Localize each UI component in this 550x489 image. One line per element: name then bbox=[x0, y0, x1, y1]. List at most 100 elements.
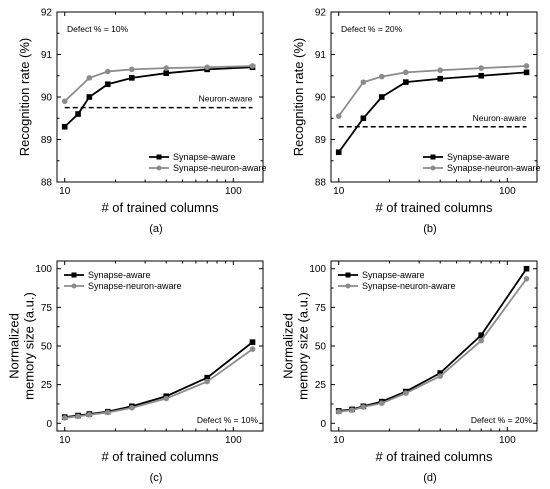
legend-marker bbox=[345, 283, 351, 289]
data-point-circle bbox=[86, 75, 93, 81]
data-point-circle bbox=[75, 413, 81, 420]
chart-panel-1: 88 89 90 91 92 10 100 # of trained columns Recog… bbox=[17, 8, 267, 236]
y-tick-label: 89 bbox=[41, 135, 53, 146]
defect-annotation: Defect % = 10% bbox=[197, 415, 259, 425]
data-point-circle bbox=[204, 64, 210, 71]
defect-annotation: Defect % = 20% bbox=[341, 24, 403, 34]
data-point-circle bbox=[349, 407, 355, 413]
legend-marker bbox=[430, 154, 436, 160]
y-tick-label: 50 bbox=[315, 342, 327, 353]
series-synapse-aware bbox=[335, 69, 530, 156]
data-point-circle bbox=[403, 390, 409, 396]
data-point-square bbox=[129, 75, 135, 81]
y-axis-label-line: Normalized bbox=[6, 313, 21, 379]
x-axis-label: # of trained columns bbox=[375, 449, 493, 464]
legend-marker bbox=[156, 165, 162, 171]
data-point-circle bbox=[61, 98, 68, 105]
legend-marker bbox=[71, 272, 77, 278]
y-tick-label: 0 bbox=[320, 419, 326, 430]
data-point-circle bbox=[378, 73, 385, 80]
data-point-circle bbox=[104, 68, 111, 75]
series-synapse-aware bbox=[61, 339, 256, 420]
data-point-circle bbox=[86, 411, 93, 418]
data-point-square bbox=[437, 75, 444, 82]
y-tick-label: 90 bbox=[315, 93, 327, 104]
y-axis-label-line: memory size (a.u.) bbox=[295, 292, 310, 400]
data-point-square bbox=[403, 79, 409, 85]
series-synapse-neuron-aware bbox=[61, 63, 256, 105]
y-tick-label: 89 bbox=[315, 135, 327, 146]
data-point-circle bbox=[204, 378, 210, 385]
panel-caption: (c) bbox=[150, 472, 163, 484]
x-axis-label: # of trained columns bbox=[375, 200, 493, 215]
series-synapse-neuron-aware bbox=[335, 275, 530, 415]
x-tick-label: 10 bbox=[333, 435, 345, 446]
data-point-square bbox=[360, 115, 367, 122]
legend-label: Synapse-aware bbox=[447, 152, 510, 162]
data-point-square bbox=[75, 111, 81, 117]
x-tick-label: 10 bbox=[59, 435, 71, 446]
y-tick-label: 88 bbox=[41, 178, 53, 189]
legend-marker bbox=[71, 283, 77, 289]
data-point-circle bbox=[360, 79, 367, 85]
legend-label: Synapse-aware bbox=[362, 270, 425, 280]
x-tick-label: 100 bbox=[225, 186, 242, 197]
data-point-circle bbox=[437, 373, 444, 379]
x-tick-label: 10 bbox=[333, 186, 345, 197]
x-axis-label: # of trained columns bbox=[101, 449, 219, 464]
data-point-circle bbox=[478, 337, 484, 344]
legend-marker bbox=[430, 165, 436, 171]
x-tick-label: 100 bbox=[499, 435, 516, 446]
data-point-circle bbox=[335, 408, 342, 415]
legend-label: Synapse-aware bbox=[88, 270, 151, 280]
legend-label: Synapse-neuron-aware bbox=[447, 163, 541, 173]
x-axis-label: # of trained columns bbox=[101, 200, 219, 215]
legend-marker bbox=[345, 272, 351, 278]
data-point-circle bbox=[335, 113, 342, 119]
defect-annotation: Defect % = 20% bbox=[471, 415, 533, 425]
neuron-aware-label: Neuron-aware bbox=[473, 113, 527, 123]
y-tick-label: 25 bbox=[41, 380, 53, 391]
data-point-square bbox=[61, 123, 68, 130]
y-tick-label: 88 bbox=[315, 178, 327, 189]
data-point-square bbox=[437, 370, 444, 376]
data-point-square bbox=[378, 94, 385, 100]
data-point-square bbox=[523, 69, 530, 76]
y-tick-label: 0 bbox=[46, 419, 52, 430]
series-line bbox=[337, 65, 527, 117]
y-tick-label: 92 bbox=[315, 8, 327, 19]
data-point-circle bbox=[523, 275, 530, 282]
data-point-square bbox=[104, 81, 111, 88]
data-point-square bbox=[478, 72, 484, 79]
y-tick-label: 100 bbox=[35, 264, 52, 275]
defect-annotation: Defect % = 10% bbox=[67, 24, 129, 34]
series-line bbox=[64, 341, 254, 418]
data-point-circle bbox=[249, 346, 256, 352]
legend-label: Synapse-neuron-aware bbox=[173, 163, 267, 173]
panel-caption: (a) bbox=[149, 223, 162, 235]
y-tick-label: 91 bbox=[41, 50, 53, 61]
data-point-circle bbox=[403, 69, 409, 76]
data-point-square bbox=[523, 265, 530, 272]
y-tick-label: 25 bbox=[315, 380, 327, 391]
series-line bbox=[64, 348, 254, 419]
legend-label: Synapse-aware bbox=[173, 152, 236, 162]
neuron-aware-label: Neuron-aware bbox=[199, 94, 253, 104]
data-point-circle bbox=[249, 63, 256, 69]
series-synapse-neuron-aware bbox=[61, 346, 256, 421]
x-tick-label: 100 bbox=[225, 435, 242, 446]
x-tick-label: 100 bbox=[499, 186, 516, 197]
data-point-circle bbox=[360, 404, 367, 410]
data-point-circle bbox=[163, 65, 170, 71]
data-point-square bbox=[249, 339, 256, 345]
y-tick-label: 92 bbox=[41, 8, 53, 19]
data-point-circle bbox=[61, 415, 68, 421]
data-point-square bbox=[335, 149, 342, 156]
data-point-circle bbox=[129, 66, 135, 73]
data-point-circle bbox=[104, 409, 111, 416]
y-axis-label-line: Normalized bbox=[280, 313, 295, 379]
y-tick-label: 100 bbox=[309, 264, 326, 275]
chart-panel-3: 0 25 50 75 100 10 100 # of trained columns Norma… bbox=[6, 260, 264, 484]
data-point-square bbox=[163, 70, 170, 76]
y-axis-label: Normalizedmemory size (a.u.) bbox=[6, 292, 36, 400]
